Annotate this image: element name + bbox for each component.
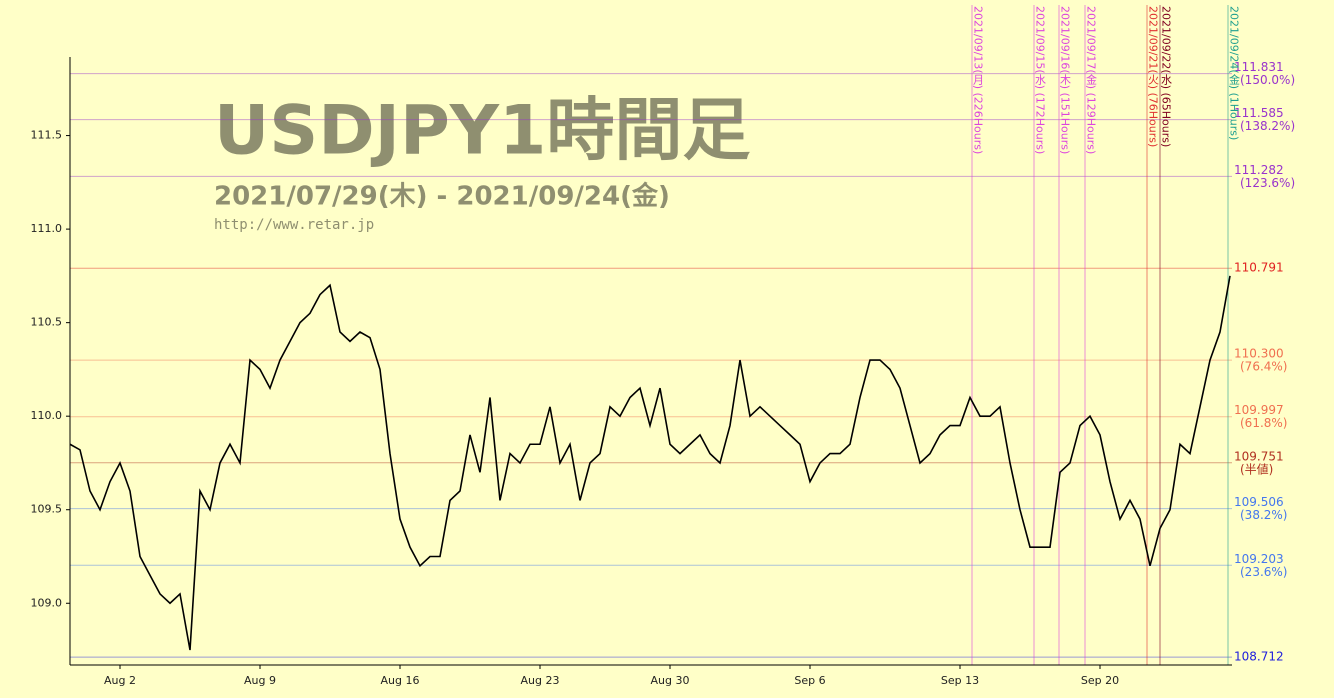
cycle-label: 2021/09/17(金) (129Hours) (1085, 6, 1098, 154)
level-note: (123.6%) (1240, 176, 1295, 190)
cycle-label: 2021/09/16(木) (151Hours) (1059, 6, 1072, 154)
level-note: (150.0%) (1240, 73, 1295, 87)
cycle-label: 2021/09/15(水) (172Hours) (1034, 6, 1047, 154)
x-tick-label: Aug 16 (381, 674, 420, 687)
chart-subtitle: 2021/07/29(木) - 2021/09/24(金) (214, 181, 670, 212)
x-tick-label: Sep 20 (1081, 674, 1119, 687)
cycle-label: 2021/09/21(火) (76Hours) (1147, 6, 1160, 147)
y-tick-label: 110.5 (31, 316, 63, 329)
chart-title: USDJPY1時間足 (214, 92, 750, 171)
level-label: 109.997 (1234, 403, 1284, 417)
y-tick-label: 109.5 (31, 503, 63, 516)
level-label: 108.712 (1234, 650, 1284, 664)
cycle-label: 2021/09/22(水) (65Hours) (1160, 6, 1173, 147)
x-tick-label: Sep 6 (794, 674, 825, 687)
y-tick-label: 111.5 (31, 129, 63, 142)
x-tick-label: Aug 2 (104, 674, 136, 687)
price-line (69, 275, 1231, 651)
level-label: 111.585 (1234, 106, 1284, 120)
x-tick-label: Aug 23 (521, 674, 560, 687)
level-label: 109.751 (1234, 449, 1284, 463)
level-label: 109.506 (1234, 495, 1284, 509)
cycle-label: 2021/09/13(月) (226Hours) (972, 6, 985, 154)
y-tick-label: 109.0 (31, 596, 63, 609)
level-note: (61.8%) (1240, 416, 1287, 430)
level-note: (76.4%) (1240, 360, 1287, 374)
level-note: (38.2%) (1240, 508, 1287, 522)
x-tick-label: Sep 13 (941, 674, 979, 687)
y-tick-label: 111.0 (31, 222, 63, 235)
y-tick-label: 110.0 (31, 409, 63, 422)
cycle-label: 2021/09/24(金) (1Hours) (1228, 6, 1241, 140)
level-label: 111.282 (1234, 163, 1284, 177)
source-url: http://www.retar.jp (214, 217, 374, 233)
level-label: 109.203 (1234, 552, 1284, 566)
x-tick-label: Aug 9 (244, 674, 276, 687)
level-label: 110.791 (1234, 261, 1284, 275)
x-tick-label: Aug 30 (651, 674, 690, 687)
level-label: 110.300 (1234, 347, 1284, 361)
level-label: 111.831 (1234, 60, 1284, 74)
level-note: (半値) (1240, 461, 1273, 476)
level-note: (138.2%) (1240, 119, 1295, 133)
level-note: (23.6%) (1240, 565, 1287, 579)
